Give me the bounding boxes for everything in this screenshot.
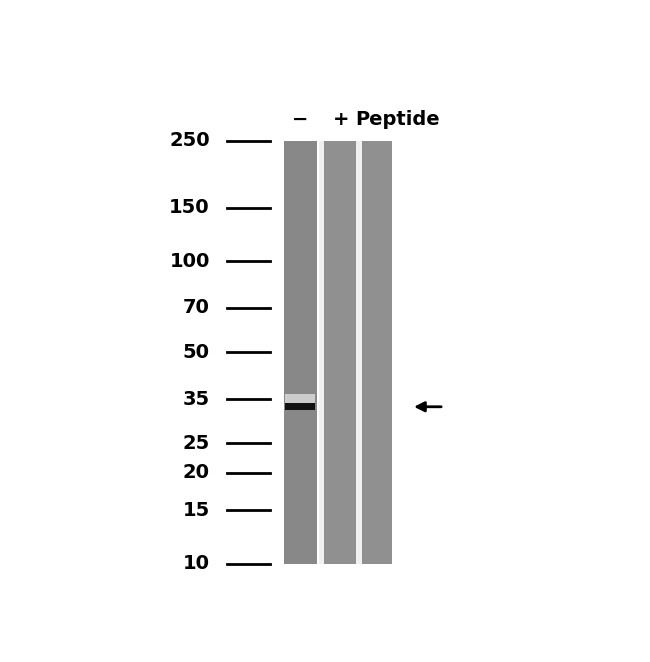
Bar [356,140,362,564]
Text: 150: 150 [169,198,210,217]
Bar [285,403,315,410]
Text: 25: 25 [183,434,210,453]
Text: +: + [332,110,349,128]
Bar [324,140,357,564]
Bar [285,395,315,403]
Text: 15: 15 [183,501,210,520]
Text: Peptide: Peptide [356,110,440,128]
Bar [318,140,324,564]
Text: 35: 35 [183,389,210,408]
Text: 50: 50 [183,343,210,361]
Text: 70: 70 [183,299,210,317]
Bar [359,140,393,564]
Text: 10: 10 [183,554,210,573]
Text: −: − [292,110,309,128]
Text: 100: 100 [170,252,210,271]
Text: 20: 20 [183,463,210,482]
Text: 250: 250 [169,131,210,150]
Bar [284,140,317,564]
